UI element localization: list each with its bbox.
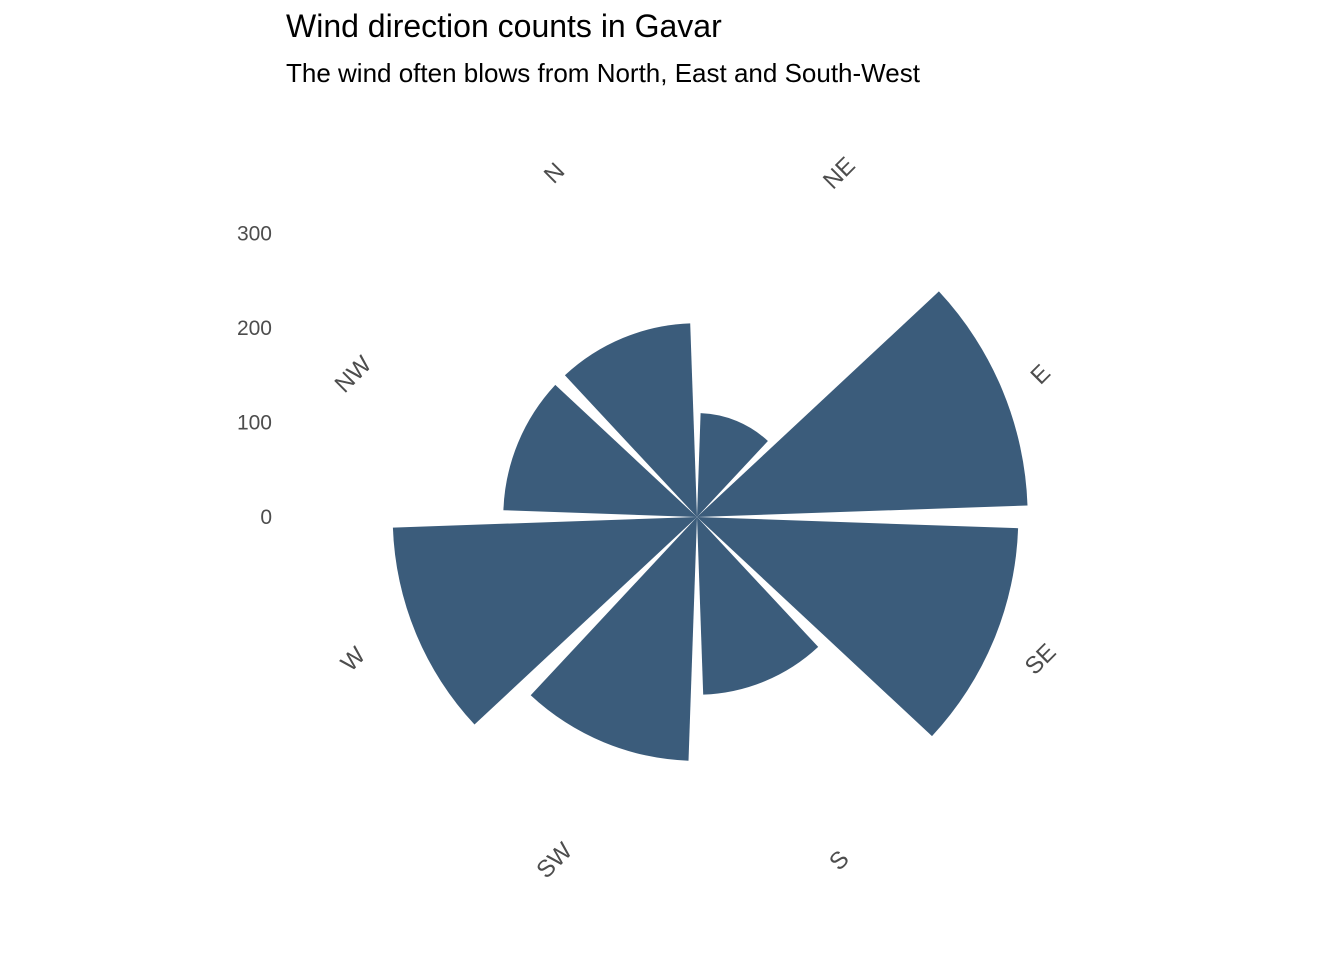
petal-e (697, 517, 1019, 737)
petal-w (503, 384, 697, 517)
direction-label-s: S (824, 845, 854, 875)
direction-label-w: W (336, 642, 371, 677)
radial-axis-ticks: 0 100 200 300 (237, 223, 272, 530)
direction-label-ne: NE (818, 152, 861, 195)
petal-se (697, 517, 819, 695)
y-tick-label: 0 (260, 506, 272, 529)
petal-nw (564, 323, 697, 517)
petal-ne (697, 291, 1028, 517)
direction-label-se: SE (1020, 639, 1062, 681)
bars-group (392, 291, 1028, 761)
direction-label-nw: NW (330, 351, 378, 399)
direction-label-e: E (1025, 359, 1055, 389)
petal-n (697, 413, 768, 517)
y-tick-label: 200 (237, 317, 272, 340)
petal-s (530, 517, 697, 761)
chart-title: Wind direction counts in Gavar (286, 8, 722, 44)
y-tick-label: 100 (237, 412, 272, 435)
direction-label-sw: SW (531, 837, 578, 884)
y-tick-label: 300 (237, 223, 272, 246)
chart-subtitle: The wind often blows from North, East an… (286, 58, 920, 88)
direction-label-n: N (539, 158, 570, 189)
petal-sw (392, 517, 697, 725)
